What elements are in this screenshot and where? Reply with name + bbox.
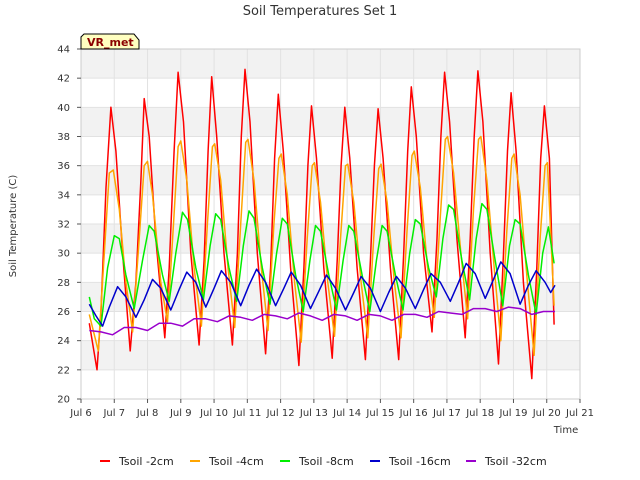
legend-label: Tsoil -8cm [298, 455, 354, 468]
series-line-tsoil-8cm [88, 202, 555, 327]
x-tick-label: Jul 17 [432, 408, 461, 419]
plot-band [81, 165, 580, 195]
x-tick-label: Jul 12 [266, 408, 295, 419]
series-lines [88, 68, 556, 380]
vr-met-badge: VR_met [80, 33, 140, 50]
legend-item-tsoil-32cm: Tsoil -32cm [466, 455, 547, 468]
legend-label: Tsoil -2cm [118, 455, 174, 468]
x-tick-label: Jul 7 [102, 408, 125, 419]
plot-band [81, 107, 580, 137]
y-tick-label: 32 [57, 220, 70, 231]
badge-background [80, 33, 140, 50]
y-tick-label: 38 [57, 132, 70, 143]
x-tick-label: Jul 19 [498, 408, 527, 419]
x-tick-label: Jul 6 [69, 408, 92, 419]
y-tick-label: 28 [57, 278, 70, 289]
plot-band [81, 194, 580, 224]
series-line-tsoil-2cm [88, 68, 555, 380]
legend-label: Tsoil -4cm [208, 455, 264, 468]
x-tick-label: Jul 9 [169, 408, 192, 419]
x-tick-label: Jul 21 [565, 408, 594, 419]
plot-band [81, 369, 580, 399]
series-line-tsoil-32cm [89, 306, 555, 336]
x-tick-label: Jul 16 [399, 408, 428, 419]
y-axis-label: Soil Temperature (C) [8, 175, 19, 278]
x-tick-label: Jul 18 [465, 408, 494, 419]
legend-item-tsoil-8cm: Tsoil -8cm [280, 455, 354, 468]
legend-label: Tsoil -16cm [388, 455, 451, 468]
plot-band [81, 224, 580, 254]
badge-label: VR_met [87, 36, 134, 49]
plot-band [81, 49, 580, 79]
legend-item-tsoil-16cm: Tsoil -16cm [370, 455, 451, 468]
x-tick-label: Jul 11 [232, 408, 261, 419]
legend: Tsoil -2cm Tsoil -4cm Tsoil -8cm Tsoil -16c… [100, 455, 547, 468]
plot-band [81, 78, 580, 108]
y-tick-label: 24 [57, 336, 70, 347]
x-tick-label: Jul 8 [136, 408, 159, 419]
plot-band [81, 136, 580, 166]
y-tick-label: 26 [57, 307, 70, 318]
x-tick-label: Jul 14 [332, 408, 361, 419]
legend-label: Tsoil -32cm [484, 455, 547, 468]
x-tick-label: Jul 15 [365, 408, 394, 419]
y-tick-label: 42 [57, 74, 70, 85]
series-line-tsoil-16cm [88, 261, 556, 327]
legend-item-tsoil-2cm: Tsoil -2cm [100, 455, 174, 468]
y-tick-label: 34 [57, 190, 70, 201]
y-tick-label: 44 [57, 45, 70, 56]
y-tick-label: 30 [57, 249, 70, 260]
series-line-tsoil-4cm [88, 135, 555, 357]
legend-item-tsoil-4cm: Tsoil -4cm [190, 455, 264, 468]
x-tick-label: Jul 10 [199, 408, 228, 419]
y-tick-label: 36 [57, 161, 70, 172]
y-tick-label: 22 [57, 365, 70, 376]
x-axis-label: Time [553, 425, 578, 436]
x-tick-label: Jul 13 [299, 408, 328, 419]
x-tick-label: Jul 20 [532, 408, 561, 419]
y-tick-label: 40 [57, 103, 70, 114]
chart-title: Soil Temperatures Set 1 [243, 4, 398, 19]
y-tick-label: 20 [57, 395, 70, 406]
x-axis-ticks: Jul 6 Jul 7 Jul 8 Jul 9 Jul 10 Jul 11 Jul 12 Ju… [69, 399, 594, 419]
y-axis-ticks: 20 22 24 26 28 30 32 34 36 38 40 42 44 [57, 45, 81, 406]
